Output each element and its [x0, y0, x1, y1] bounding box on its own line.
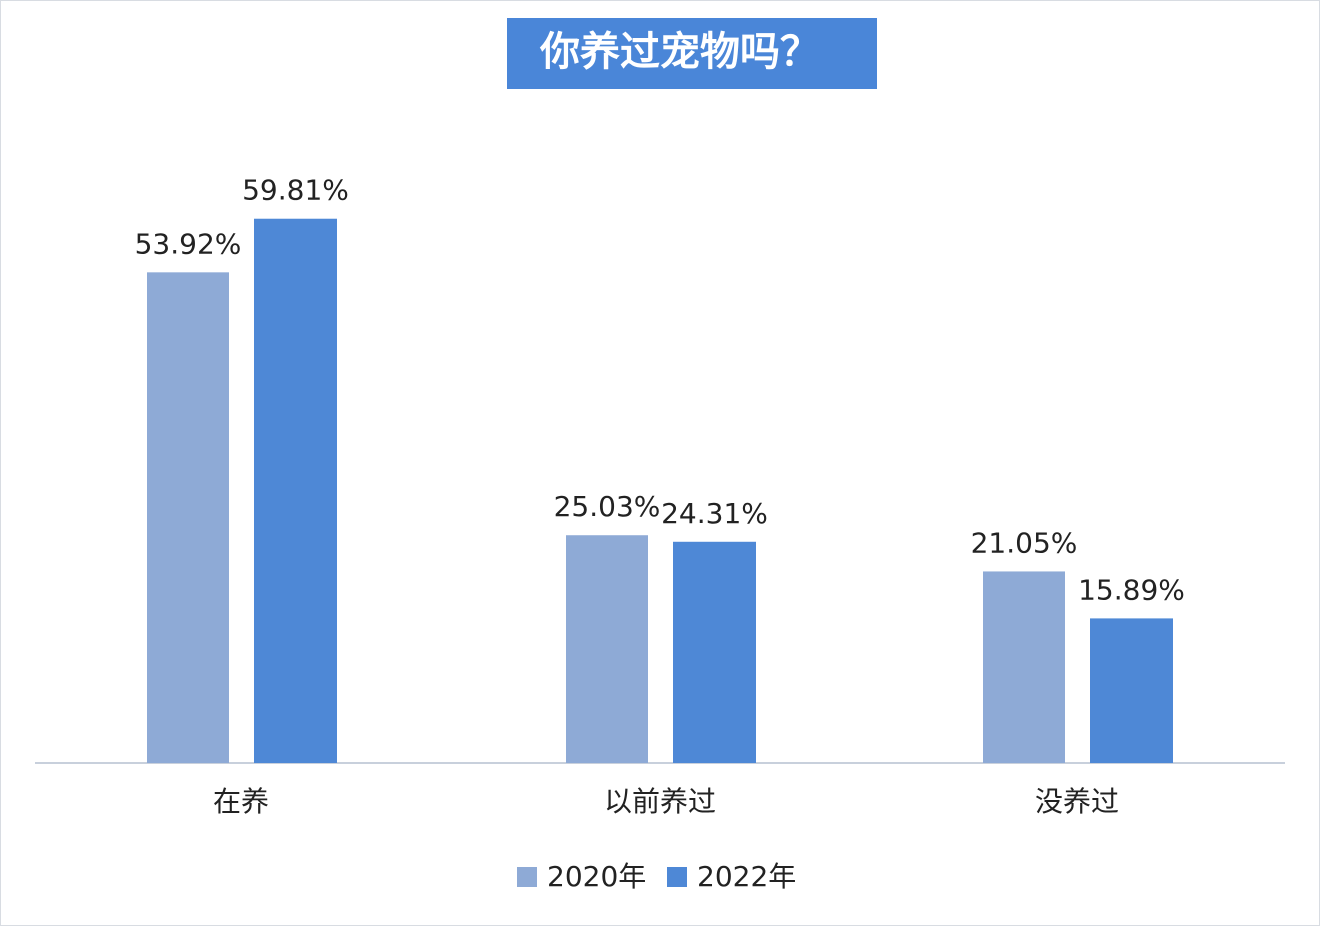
x-tick-label: 在养 [213, 785, 269, 818]
legend-label: 2022年 [697, 860, 796, 893]
bar [673, 541, 756, 763]
value-label: 21.05% [971, 526, 1078, 559]
value-label: 15.89% [1078, 573, 1185, 606]
value-label: 53.92% [135, 227, 242, 260]
bar [147, 272, 229, 763]
legend-swatch [517, 867, 537, 887]
bar [983, 571, 1065, 763]
x-tick-label: 没养过 [1035, 785, 1119, 818]
value-label: 59.81% [242, 174, 349, 207]
bar [254, 218, 337, 763]
legend-swatch [667, 867, 687, 887]
legend-label: 2020年 [547, 860, 646, 893]
value-label: 24.31% [661, 497, 768, 530]
title-box [507, 18, 877, 89]
value-label: 25.03% [554, 490, 661, 523]
x-tick-label: 以前养过 [604, 785, 716, 818]
bar [1090, 618, 1173, 763]
bar [566, 535, 648, 763]
chart-title: 你养过宠物吗？ [539, 29, 820, 75]
